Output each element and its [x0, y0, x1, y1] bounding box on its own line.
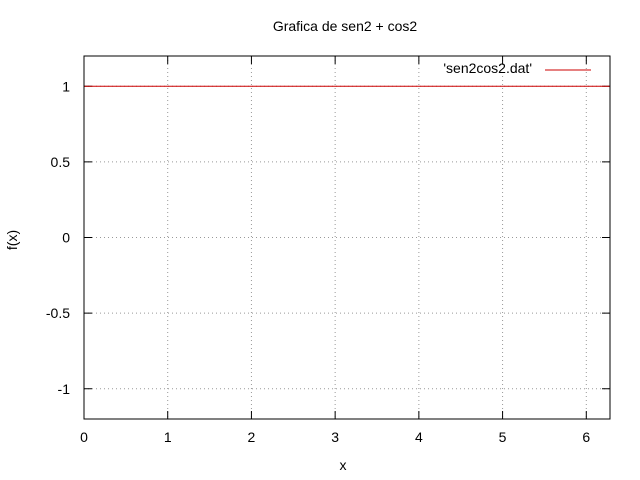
- y-tick-label: -0.5: [46, 305, 70, 321]
- y-tick-label: 0: [62, 230, 70, 246]
- x-tick-label: 4: [415, 429, 423, 445]
- y-axis-label: f(x): [4, 230, 20, 250]
- axis-ticks: 1 0.5 0 -0.5 -1 0 1 2 3 4 5 6: [46, 56, 610, 445]
- legend: 'sen2cos2.dat': [443, 60, 591, 76]
- x-tick-label: 6: [582, 429, 590, 445]
- grid-lines: [84, 56, 610, 419]
- chart-title: Grafica de sen2 + cos2: [273, 18, 418, 34]
- x-tick-label: 3: [331, 429, 339, 445]
- x-axis-label: x: [340, 457, 347, 473]
- y-tick-label: 0.5: [51, 154, 71, 170]
- x-tick-label: 2: [248, 429, 256, 445]
- x-tick-label: 5: [499, 429, 507, 445]
- legend-label: 'sen2cos2.dat': [443, 60, 532, 76]
- x-tick-label: 1: [164, 429, 172, 445]
- y-tick-label: -1: [58, 381, 71, 397]
- x-tick-label: 0: [80, 429, 88, 445]
- y-tick-label: 1: [62, 78, 70, 94]
- plot-frame: [83, 55, 611, 420]
